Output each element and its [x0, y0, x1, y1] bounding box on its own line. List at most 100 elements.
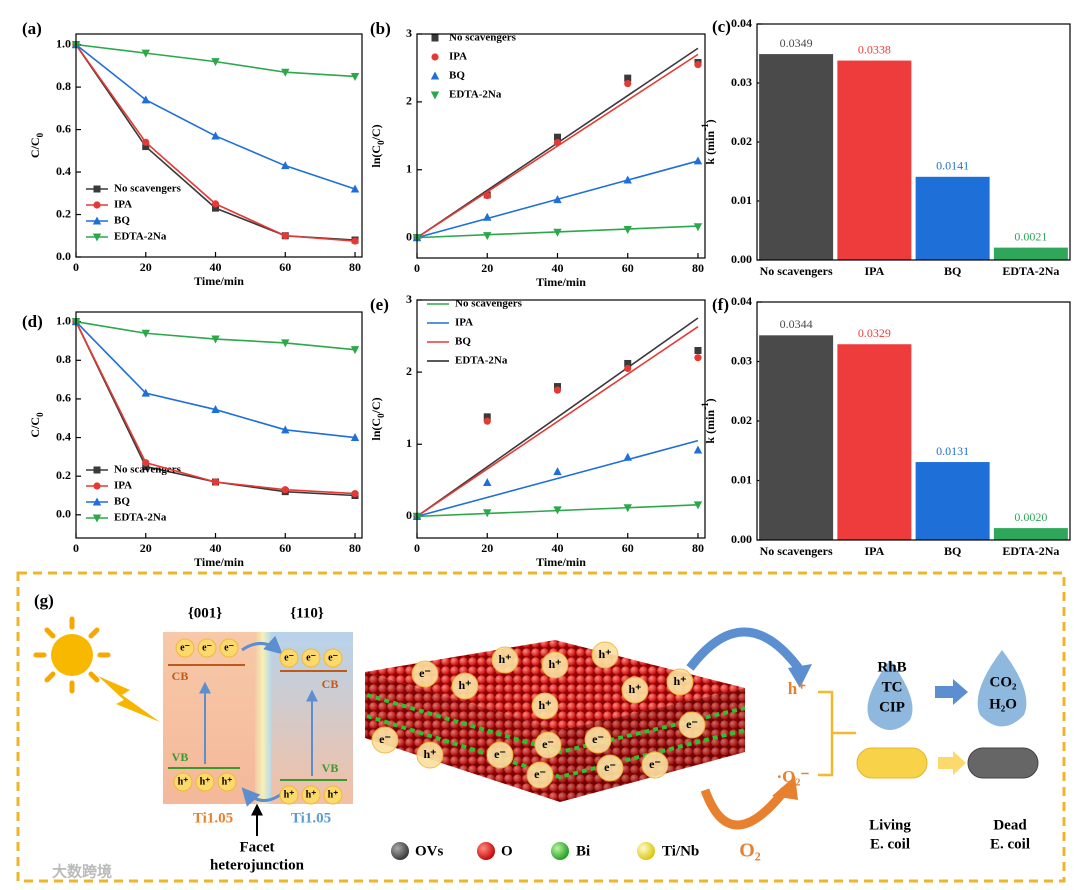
facet-label: {110}	[290, 605, 324, 621]
legend-label: No scavengers	[114, 464, 182, 476]
y-tick-label: 0.8	[56, 352, 71, 366]
bacteria-label: Living	[869, 817, 911, 833]
marker	[142, 143, 150, 151]
x-tick-label: 0	[414, 261, 420, 275]
y-tick-label: 0.4	[56, 429, 71, 443]
x-tick-label: IPA	[864, 264, 884, 278]
marker	[351, 237, 359, 245]
marker	[483, 413, 491, 421]
y-axis-label-part: /C)	[369, 397, 383, 414]
x-tick-label: 40	[551, 261, 563, 275]
x-tick-label: 40	[210, 541, 222, 555]
marker	[553, 467, 562, 476]
marker	[350, 72, 360, 81]
legend-label: EDTA-2Na	[449, 89, 502, 101]
hole-label: h⁺	[306, 789, 317, 800]
marker	[211, 335, 220, 344]
electron-label: e⁻	[494, 747, 506, 761]
series-line	[75, 43, 356, 190]
axes-frame	[75, 311, 363, 539]
marker	[624, 359, 632, 367]
bar	[915, 462, 990, 540]
marker	[281, 486, 289, 494]
marker	[281, 425, 290, 434]
marker	[553, 228, 562, 237]
legend-label: Bi	[576, 843, 590, 859]
y-tick-label: 2	[406, 94, 412, 108]
electron-label: e⁻	[604, 760, 616, 774]
electron-label: e⁻	[592, 732, 604, 746]
legend-label: BQ	[455, 336, 471, 348]
y-axis-label: C/C0	[28, 132, 45, 158]
y-axis-label-part: 0	[35, 412, 45, 417]
axes-frame	[75, 33, 363, 258]
x-tick-label: 20	[140, 541, 152, 555]
value-label: 0.0329	[858, 326, 891, 340]
value-label: 0.0020	[1014, 510, 1047, 524]
y-axis-label-part: k (min	[703, 131, 717, 165]
x-tick-label: IPA	[864, 544, 884, 558]
bar	[837, 344, 912, 540]
marker	[483, 509, 492, 518]
electron-label: e⁻	[224, 642, 234, 653]
marker	[693, 223, 703, 232]
value-label: 0.0021	[1014, 229, 1047, 243]
x-axis-label: Time/min	[536, 555, 586, 569]
marker	[211, 131, 220, 140]
electron-label: e⁻	[284, 652, 294, 663]
y-axis-label-part: /C)	[369, 124, 383, 141]
hole-label: h⁺	[178, 776, 189, 787]
y-tick-label: 0.00	[731, 252, 752, 266]
x-tick-label: 80	[349, 541, 361, 555]
legend-label: O	[501, 843, 513, 859]
y-axis-label-part: )	[703, 398, 717, 402]
legend-marker	[92, 514, 102, 523]
electron-label: e⁻	[202, 642, 212, 653]
bar	[837, 60, 912, 260]
bar	[759, 335, 834, 540]
marker	[624, 74, 632, 82]
marker	[350, 184, 360, 193]
x-tick-label: EDTA-2Na	[1002, 544, 1059, 558]
electron-label: e⁻	[534, 767, 546, 781]
fit-line	[416, 439, 699, 518]
y-tick-label: 3	[406, 292, 412, 306]
x-tick-label: 80	[349, 260, 361, 274]
y-tick-label: 0.04	[731, 294, 752, 308]
bar	[993, 247, 1068, 260]
hole-label: h⁺	[284, 789, 295, 800]
bacteria-label: Dead	[993, 817, 1027, 833]
y-axis-label-part: k (min	[703, 410, 717, 444]
marker	[142, 138, 150, 146]
hole-label: h⁺	[673, 674, 686, 688]
marker	[623, 175, 632, 184]
y-axis-label: k (min-1)	[700, 119, 717, 164]
vb-label: VB	[322, 761, 339, 775]
marker	[351, 489, 359, 498]
legend-marker	[93, 201, 101, 209]
marker	[624, 79, 632, 88]
bacteria-label: E. coil	[870, 836, 910, 852]
panel-label: (b)	[370, 19, 391, 38]
electron-label: e⁻	[686, 717, 698, 731]
x-axis-label: Time/min	[536, 275, 586, 289]
panel-border	[16, 571, 1066, 883]
y-tick-label: 0.04	[731, 16, 752, 30]
y-axis-label-part: -1	[700, 402, 710, 410]
hole-label: h⁺	[222, 776, 233, 787]
x-tick-label: 40	[210, 260, 222, 274]
x-tick-label: 60	[622, 541, 634, 555]
facet-label: {001}	[188, 605, 222, 621]
legend-marker	[93, 482, 101, 490]
fit-line	[416, 317, 699, 518]
legend-label: IPA	[449, 51, 467, 63]
marker	[141, 388, 150, 397]
marker	[350, 346, 360, 355]
marker	[483, 417, 491, 425]
y-tick-label: 0.8	[56, 79, 71, 93]
legend-label: BQ	[449, 70, 465, 82]
hole-label: h⁺	[628, 682, 641, 696]
hole-label: h⁺	[423, 747, 436, 761]
hole-label: h⁺	[548, 657, 561, 671]
